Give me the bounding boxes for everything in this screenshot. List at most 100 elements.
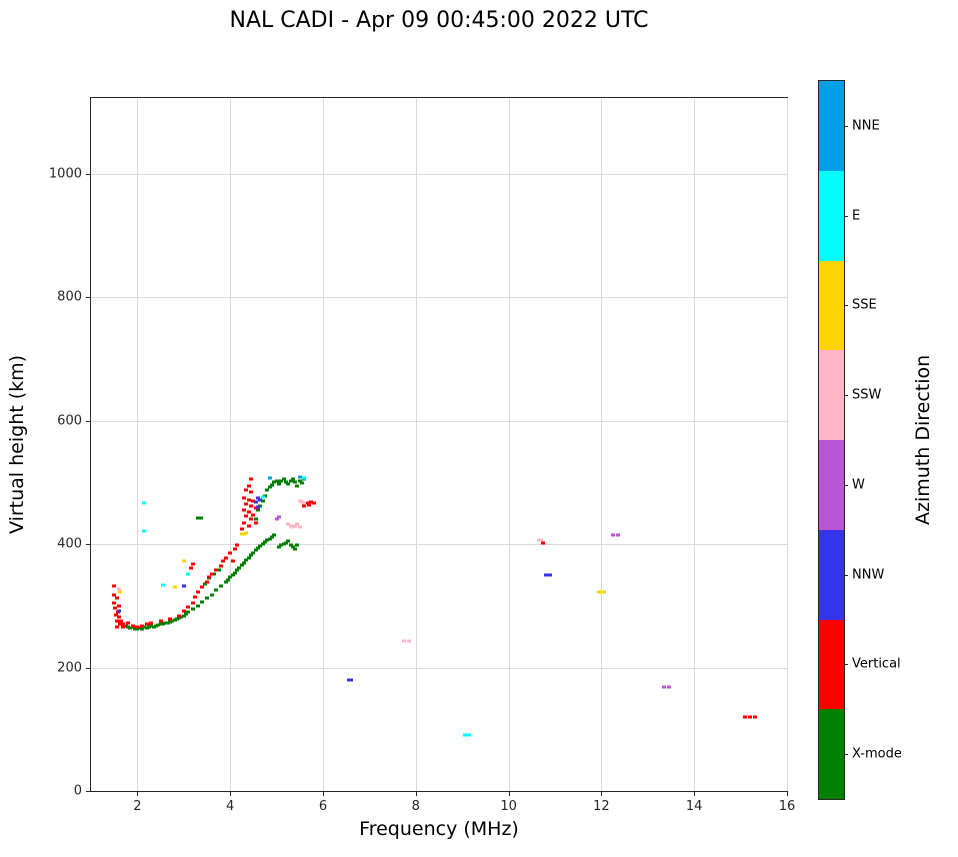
data-point-vertical: [302, 504, 307, 508]
data-point-e: [462, 733, 467, 737]
colorbar-band-sse: SSE: [819, 260, 877, 351]
data-point-ssw: [116, 587, 121, 591]
data-point-x-mode: [200, 600, 205, 604]
data-point-vertical: [112, 593, 117, 597]
data-point-vertical: [221, 559, 226, 563]
data-point-vertical: [116, 604, 121, 608]
data-point-vertical: [251, 499, 256, 503]
data-point-x-mode: [147, 625, 151, 629]
data-point-x-mode: [172, 618, 177, 622]
data-point-x-mode: [128, 626, 133, 630]
data-point-sse: [601, 590, 606, 594]
data-point-vertical: [144, 622, 149, 626]
y-tick: [86, 791, 91, 792]
data-point-vertical: [191, 601, 196, 605]
data-point-x-mode: [198, 516, 203, 520]
gridline-y: [91, 420, 787, 422]
data-point-x-mode: [246, 556, 251, 560]
data-point-x-mode: [223, 580, 228, 584]
data-point-ssw: [297, 499, 302, 503]
data-point-nnw: [258, 498, 263, 502]
x-tick-label: 10: [500, 799, 517, 814]
data-point-x-mode: [279, 479, 284, 483]
data-point-vertical: [304, 501, 309, 505]
data-point-x-mode: [276, 545, 281, 549]
data-point-x-mode: [228, 575, 233, 579]
y-tick: [86, 544, 91, 546]
data-point-sse: [597, 590, 602, 594]
colorbar-label: W: [852, 477, 865, 493]
data-point-x-mode: [202, 582, 207, 586]
x-tick: [787, 791, 788, 796]
data-point-vertical: [117, 622, 122, 626]
data-point-x-mode: [142, 625, 147, 629]
data-point-x-mode: [263, 540, 267, 544]
gridline-x: [787, 98, 788, 791]
data-point-vertical: [242, 521, 247, 525]
data-point-vertical: [309, 500, 314, 504]
data-point-ssw: [286, 522, 291, 526]
data-point-x-mode: [191, 607, 196, 611]
gridline-y: [91, 173, 787, 175]
data-point-x-mode: [163, 621, 168, 625]
data-point-ssw: [302, 501, 307, 505]
gridline-y: [91, 297, 787, 299]
data-point-nnw: [346, 678, 351, 682]
data-point-vertical: [135, 625, 140, 629]
data-point-vertical: [541, 541, 546, 545]
colorbar-band-nnw: NNW: [819, 529, 884, 620]
colorbar-label: SSW: [852, 387, 882, 403]
colorbar-label: E: [852, 208, 861, 224]
data-point-vertical: [235, 543, 240, 547]
data-point-e: [142, 529, 147, 533]
data-point-sse: [242, 532, 247, 536]
x-tick: [415, 791, 417, 796]
plot-area: 2 4 6 8 10 12 14 16 0 200 400 600 800 1000: [49, 97, 795, 814]
gridline-y: [91, 667, 787, 669]
data-point-sse: [244, 531, 249, 535]
data-point-nnw: [256, 505, 261, 509]
data-point-x-mode: [186, 610, 191, 614]
data-point-x-mode: [232, 571, 237, 575]
data-point-x-mode: [184, 612, 189, 616]
gridline-x: [415, 98, 417, 791]
data-point-vertical: [209, 572, 214, 576]
data-point-vertical: [116, 615, 121, 619]
x-tick-label: 16: [778, 799, 796, 814]
data-point-ssw: [539, 538, 544, 542]
data-point-x-mode: [253, 517, 258, 521]
data-point-x-mode: [290, 477, 295, 481]
data-point-vertical: [195, 590, 200, 594]
colorbar-tick: [844, 215, 848, 217]
data-point-x-mode: [244, 558, 249, 562]
data-point-vertical: [246, 484, 251, 488]
gridline-y: [91, 544, 787, 546]
data-point-nnw: [181, 584, 186, 588]
y-tick: [86, 667, 91, 669]
data-point-vertical: [246, 524, 251, 528]
gridline-x: [508, 98, 510, 791]
data-point-x-mode: [133, 627, 138, 631]
data-point-vertical: [113, 606, 118, 610]
colorbar-title: Azimuth Direction: [912, 354, 934, 526]
data-point-vertical: [114, 596, 119, 600]
data-point-x-mode: [126, 625, 131, 629]
data-point-vertical: [246, 498, 251, 502]
data-point-vertical: [121, 622, 126, 626]
data-point-x-mode: [269, 535, 274, 539]
data-point-vertical: [181, 609, 186, 613]
data-point-x-mode: [274, 479, 279, 483]
data-point-x-mode: [288, 543, 293, 547]
y-tick: [86, 297, 91, 299]
data-point-nnw: [543, 573, 548, 577]
data-point-vertical: [149, 621, 154, 625]
data-point-ssw: [293, 524, 298, 528]
data-point-x-mode: [272, 480, 277, 484]
data-point-w: [615, 533, 620, 537]
data-point-vertical: [205, 580, 209, 584]
data-point-ssw: [295, 522, 300, 526]
y-axis-label: Virtual height (km): [6, 354, 28, 535]
data-point-vertical: [251, 513, 256, 517]
data-point-e: [186, 572, 191, 576]
